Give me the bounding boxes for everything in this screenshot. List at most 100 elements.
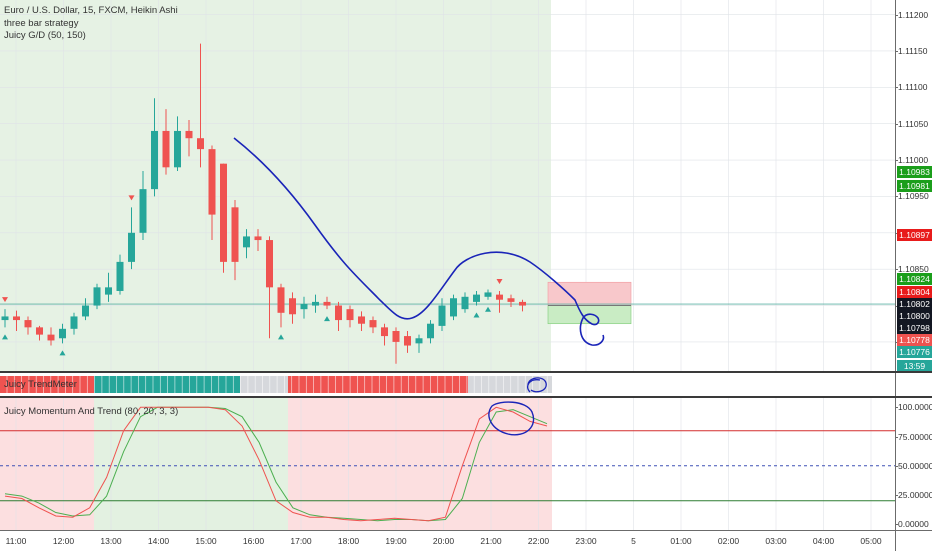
main-chart-pane[interactable]: Euro / U.S. Dollar, 15, FXCM, Heikin Ash… [0,0,895,371]
pane-separator-2[interactable] [0,396,932,398]
candle [369,316,377,334]
candle [93,283,101,310]
axis-corner [895,530,932,551]
long-position-tool[interactable] [547,281,632,325]
symbol-title[interactable]: Euro / U.S. Dollar, 15, FXCM, Heikin Ash… [4,5,178,16]
time-axis[interactable]: 11:00 12:00 13:00 14:00 15:00 16:00 17:00 18:00… [0,530,895,551]
price-tick: 1.11000 [894,155,929,166]
trend-meter-label[interactable]: Juicy TrendMeter [4,379,77,390]
time-tick: 01:00 [670,536,692,546]
oscillator-tick: 0.00000 [895,519,929,530]
candle [36,325,43,341]
freehand-circle[interactable] [527,377,547,393]
candle [346,305,354,328]
trend-meter-axis[interactable] [895,373,932,396]
candle [220,163,227,273]
candle [254,229,262,251]
candle [266,236,273,339]
freehand-drawing[interactable] [233,137,605,346]
candle [507,294,515,307]
price-tag: 1.10897 [897,228,932,241]
candle [404,330,411,353]
oscillator-tick: 75.00000 [894,431,932,442]
time-tick: 5 [631,536,636,546]
price-tag: 1.10981 [897,179,932,192]
candles [1,43,526,364]
time-tick: 16:00 [242,536,265,546]
sell-signal-marker [496,278,503,284]
study-juicy-gd[interactable]: Juicy G/D (50, 150) [4,30,86,41]
candle [484,289,492,300]
candle [231,200,239,281]
candle [82,298,89,321]
price-tick: 1.11100 [894,82,928,93]
buy-signal-marker [278,334,284,340]
price-tag: 1.10983 [897,166,932,179]
candle [415,334,423,353]
price-axis[interactable]: 1.11200 1.11150 1.11100 1.11050 1.11000 1.109… [894,0,932,387]
price-tick: 1.10850 [895,264,929,275]
oscillator-axis[interactable]: 100.00000 75.00000 50.00000 25.00000 0.00000 [894,398,932,530]
time-tick: 20:00 [432,536,455,546]
price-tag: 1.10776 [897,346,932,359]
price-tag: 13:59 [897,359,932,372]
freehand-circle-oscillator[interactable] [488,401,535,436]
oscillator-line-green [4,406,548,522]
time-tick: 19:00 [385,536,407,546]
time-tick: 11:00 [5,536,27,546]
signal-markers [2,195,503,356]
oscillator-pane[interactable]: Juicy Momentum And Trend (80, 20, 3, 3) [0,398,895,530]
candle [59,323,66,344]
candle [438,298,446,331]
candle [323,296,331,310]
buy-signal-marker [485,306,491,312]
time-tick: 21:00 [480,536,502,546]
candle [450,294,457,321]
price-chart[interactable] [0,0,895,371]
main-legend: Euro / U.S. Dollar, 15, FXCM, Heikin Ash… [4,5,178,43]
time-tick: 18:00 [337,536,360,546]
price-tag: 1.10802 [897,298,932,311]
sell-signal-marker [2,297,8,303]
candle [473,290,480,306]
time-tick: 15:00 [195,536,217,546]
candle [162,109,170,175]
momentum-oscillator[interactable] [0,398,895,530]
candle [335,301,342,331]
candle [1,309,9,328]
candle [174,116,181,171]
oscillator-tick: 50.00000 [894,460,932,471]
candle [427,320,434,344]
price-tick: 1.10950 [895,191,929,202]
candle [496,290,503,313]
price-tag: 1.10798 [897,322,932,335]
trend-meter-bar [0,376,552,393]
buy-signal-marker [324,316,330,322]
price-tag: 1.10778 [897,334,932,347]
candle [243,229,250,259]
study-three-bar-strategy[interactable]: three bar strategy [4,17,79,29]
candle [519,299,526,312]
oscillator-tick: 100.00000 [894,402,932,412]
candle [392,327,400,364]
pane-separator[interactable] [0,371,932,373]
candle [128,207,135,270]
candle [24,316,32,335]
candle [47,327,55,346]
time-tick: 03:00 [765,536,787,546]
candle [105,272,112,302]
candle [312,294,319,313]
oscillator-label[interactable]: Juicy Momentum And Trend (80, 20, 3, 3) [4,406,179,417]
candle [139,170,147,241]
candle [116,254,124,295]
candle [197,43,204,168]
trend-meter-pane[interactable]: Juicy TrendMeter [0,373,895,396]
candle [358,311,365,331]
candle [300,296,308,319]
price-tick: 1.11050 [894,118,929,129]
candle [151,98,158,197]
candle [185,120,193,157]
oscillator-levels [0,430,895,502]
time-tick: 22:00 [527,536,550,546]
time-tick: 02:00 [717,536,740,546]
